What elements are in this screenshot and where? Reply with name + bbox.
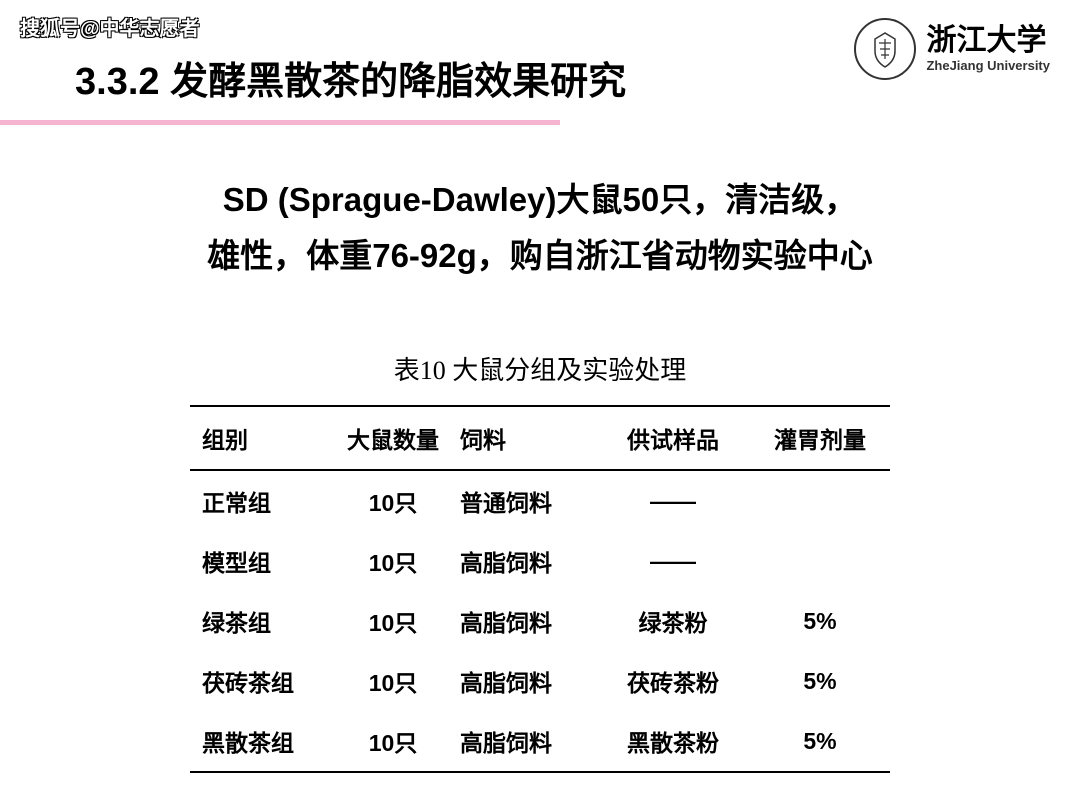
- table-row: 黑散茶组 10只 高脂饲料 黑散茶粉 5%: [190, 711, 890, 772]
- rat-group-table: 组别 大鼠数量 饲料 供试样品 灌胃剂量 正常组 10只 普通饲料 —— 模型组…: [190, 405, 890, 773]
- cell-sample: ——: [596, 470, 750, 531]
- table-row: 茯砖茶组 10只 高脂饲料 茯砖茶粉 5%: [190, 651, 890, 711]
- cell-count: 10只: [330, 591, 456, 651]
- subtitle-line1: SD (Sprague-Dawley)大鼠50只，清洁级，: [223, 181, 857, 218]
- cell-dose: 5%: [750, 651, 890, 711]
- col-header-sample: 供试样品: [596, 406, 750, 470]
- divider-line: [0, 120, 560, 125]
- cell-feed: 高脂饲料: [456, 591, 596, 651]
- cell-feed: 高脂饲料: [456, 531, 596, 591]
- col-header-feed: 饲料: [456, 406, 596, 470]
- table-caption: 表10 大鼠分组及实验处理: [190, 350, 890, 387]
- cell-group: 绿茶组: [190, 591, 330, 651]
- table-header-row: 组别 大鼠数量 饲料 供试样品 灌胃剂量: [190, 406, 890, 470]
- logo-seal-icon: [854, 18, 916, 80]
- university-logo: 浙江大学 ZheJiang University: [854, 18, 1050, 80]
- cell-dose: [750, 531, 890, 591]
- table-body: 正常组 10只 普通饲料 —— 模型组 10只 高脂饲料 —— 绿茶组 10只 …: [190, 470, 890, 772]
- table-row: 正常组 10只 普通饲料 ——: [190, 470, 890, 531]
- table-row: 模型组 10只 高脂饲料 ——: [190, 531, 890, 591]
- subtitle-text: SD (Sprague-Dawley)大鼠50只，清洁级， 雄性，体重76-92…: [0, 172, 1080, 284]
- cell-count: 10只: [330, 470, 456, 531]
- cell-count: 10只: [330, 711, 456, 772]
- cell-sample: 茯砖茶粉: [596, 651, 750, 711]
- cell-group: 黑散茶组: [190, 711, 330, 772]
- cell-sample: 绿茶粉: [596, 591, 750, 651]
- cell-sample: 黑散茶粉: [596, 711, 750, 772]
- cell-feed: 普通饲料: [456, 470, 596, 531]
- cell-dose: 5%: [750, 711, 890, 772]
- logo-cn-text: 浙江大学: [926, 26, 1046, 56]
- cell-group: 正常组: [190, 470, 330, 531]
- cell-feed: 高脂饲料: [456, 651, 596, 711]
- page-title: 3.3.2 发酵黑散茶的降脂效果研究: [75, 50, 626, 105]
- cell-count: 10只: [330, 651, 456, 711]
- table-row: 绿茶组 10只 高脂饲料 绿茶粉 5%: [190, 591, 890, 651]
- col-header-dose: 灌胃剂量: [750, 406, 890, 470]
- cell-sample: ——: [596, 531, 750, 591]
- subtitle-line2: 雄性，体重76-92g，购自浙江省动物实验中心: [207, 237, 873, 274]
- cell-dose: 5%: [750, 591, 890, 651]
- col-header-count: 大鼠数量: [330, 406, 456, 470]
- data-table-container: 表10 大鼠分组及实验处理 组别 大鼠数量 饲料 供试样品 灌胃剂量 正常组 1…: [190, 350, 890, 773]
- cell-group: 茯砖茶组: [190, 651, 330, 711]
- cell-count: 10只: [330, 531, 456, 591]
- cell-dose: [750, 470, 890, 531]
- col-header-group: 组别: [190, 406, 330, 470]
- cell-feed: 高脂饲料: [456, 711, 596, 772]
- cell-group: 模型组: [190, 531, 330, 591]
- watermark-text: 搜狐号@中华志愿者: [20, 12, 200, 41]
- logo-en-text: ZheJiang University: [926, 58, 1050, 73]
